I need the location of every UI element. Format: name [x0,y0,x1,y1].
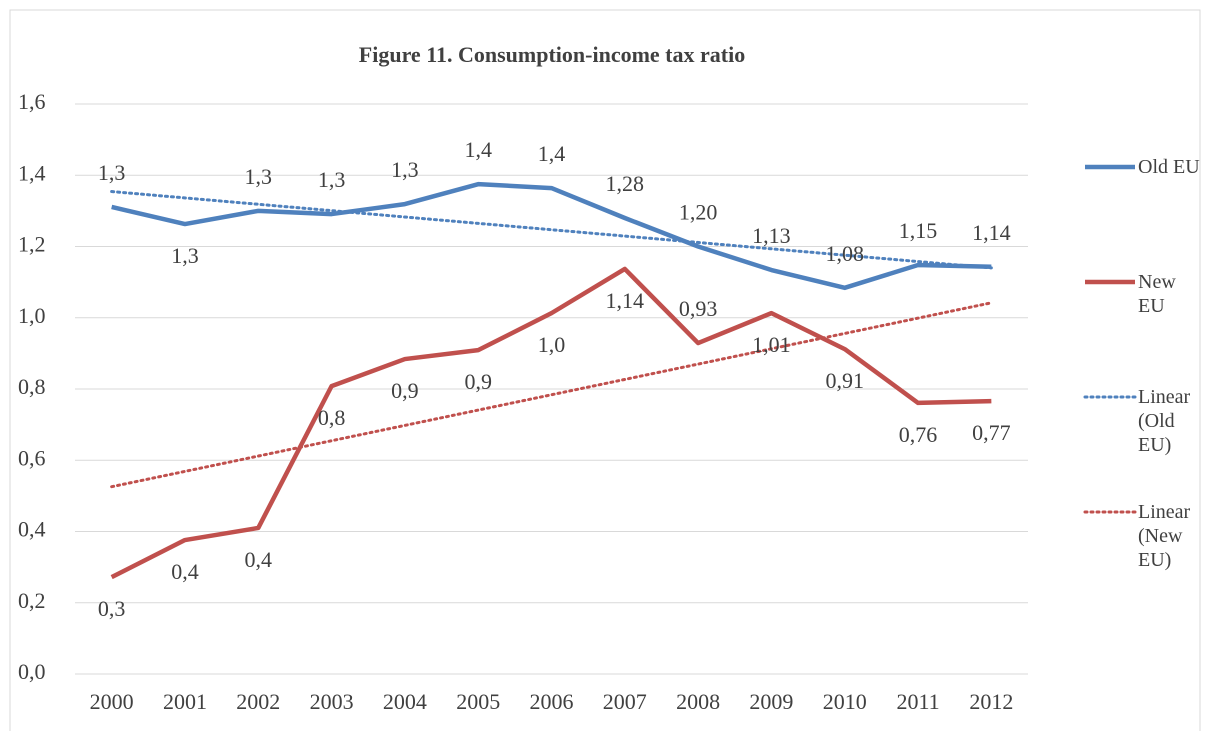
data-label: 1,0 [538,332,566,357]
y-tick-label: 1,2 [18,232,46,257]
x-tick-label: 2000 [90,689,134,714]
data-label: 1,01 [752,332,791,357]
y-tick-label: 0,8 [18,374,46,399]
x-tick-label: 2005 [456,689,500,714]
data-label: 0,4 [171,559,199,584]
x-tick-label: 2009 [749,689,793,714]
data-label: 1,13 [752,223,791,248]
data-label: 1,15 [899,218,938,243]
legend-label: Linear (New EU) [1138,501,1191,571]
legend-label: Linear (Old EU) [1138,386,1191,456]
x-tick-label: 2008 [676,689,720,714]
data-label: 1,08 [825,241,864,266]
legend-label: New EU [1138,271,1176,317]
data-label: 0,93 [679,296,718,321]
data-label: 0,9 [464,369,492,394]
data-label: 1,28 [606,171,645,196]
data-label: 1,3 [391,157,419,182]
data-label: 1,4 [464,137,492,162]
data-label: 0,9 [391,378,419,403]
x-tick-label: 2012 [969,689,1013,714]
x-tick-label: 2003 [310,689,354,714]
y-tick-label: 1,0 [18,303,46,328]
y-tick-label: 1,4 [18,160,46,185]
y-tick-label: 0,0 [18,659,46,684]
y-tick-label: 1,6 [18,89,46,114]
x-tick-label: 2001 [163,689,207,714]
data-label: 0,76 [899,422,938,447]
chart-title: Figure 11. Consumption-income tax ratio [359,42,745,67]
data-label: 0,77 [972,420,1011,445]
data-label: 1,4 [538,141,566,166]
data-label: 1,20 [679,200,718,225]
y-tick-label: 0,2 [18,588,46,613]
x-tick-label: 2002 [236,689,280,714]
legend-label: Old EU [1138,156,1200,178]
x-tick-label: 2010 [823,689,867,714]
trendline [110,190,993,270]
series-line [111,181,992,291]
data-label: 0,91 [825,368,864,393]
data-label: 0,4 [245,547,273,572]
trendline [110,301,993,489]
chart-frame [9,9,1201,731]
x-tick-label: 2004 [383,689,427,714]
y-tick-label: 0,6 [18,445,46,470]
data-label: 1,3 [245,164,273,189]
data-label: 1,14 [606,288,645,313]
y-tick-label: 0,4 [18,517,46,542]
x-tick-label: 2006 [530,689,574,714]
data-label: 0,3 [98,596,126,621]
data-label: 1,3 [318,167,346,192]
data-label: 1,3 [171,243,199,268]
series-line [110,266,992,580]
x-tick-label: 2007 [603,689,647,714]
data-label: 1,14 [972,220,1011,245]
data-label: 1,3 [98,160,126,185]
data-label: 0,8 [318,405,346,430]
x-tick-label: 2011 [896,689,939,714]
